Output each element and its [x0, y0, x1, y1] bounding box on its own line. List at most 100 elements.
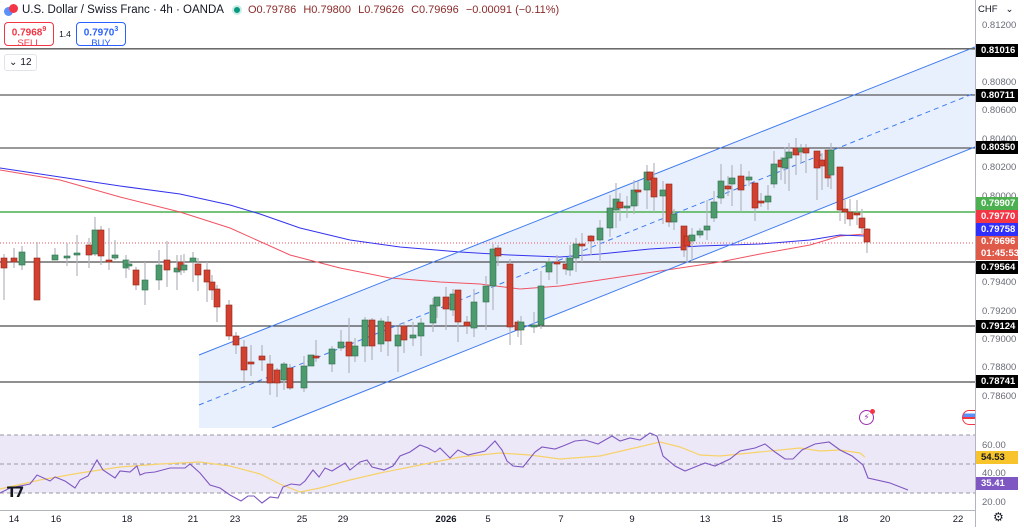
rsi-tick: 60.00 [982, 440, 1006, 451]
channel-middle-line [198, 92, 975, 406]
candle-down [345, 341, 353, 357]
candle-down [286, 367, 294, 389]
symbol-title[interactable]: U.S. Dollar / Swiss Franc · 4h · OANDA [22, 4, 224, 16]
economic-event-lightning-icon[interactable]: ⚡ [859, 409, 875, 425]
candle-up [307, 354, 315, 367]
candle-up [125, 263, 133, 267]
candle-down [312, 355, 320, 359]
candle-down [194, 263, 202, 276]
indicators-toggle-button[interactable]: ⌄ 12 [4, 54, 37, 71]
sell-button[interactable]: 0.79689 SELL [4, 22, 54, 49]
price-label-last-price: 0.79696 01:45:53 [976, 236, 1019, 260]
time-label: 15 [771, 514, 783, 525]
currency-label: CHF [978, 4, 998, 15]
candle-up [337, 341, 345, 349]
candle-up [155, 264, 163, 281]
candle-up [63, 255, 71, 259]
candle-up [764, 195, 772, 203]
candle-up [728, 177, 736, 185]
candle-up [572, 243, 580, 259]
sell-price: 0.7968 [11, 27, 43, 39]
candle-up [300, 365, 308, 389]
buy-price: 0.7970 [83, 27, 115, 39]
price-chart-pane[interactable] [0, 0, 975, 428]
candle-up [51, 254, 59, 261]
rsi-tick: 40.00 [982, 468, 1006, 479]
candle-up [545, 261, 553, 273]
ohlc-values: O0.79786 H0.79800 L0.79626 C0.79696 −0.0… [248, 4, 563, 16]
price-tick: 0.80200 [982, 162, 1017, 173]
candle-up [670, 213, 678, 223]
currency-selector[interactable]: CHF ⌄ [978, 4, 1014, 15]
candle-down [650, 177, 658, 198]
candle-up [18, 251, 26, 266]
candle-down [240, 346, 248, 371]
time-label: 13 [699, 514, 711, 525]
high-value: H0.79800 [303, 4, 352, 16]
candle-up [537, 285, 545, 326]
candle-up [482, 285, 490, 303]
price-tick: 0.80600 [982, 105, 1017, 116]
channel-lower-line [271, 146, 975, 428]
candle-up [517, 321, 525, 331]
candle-down [494, 247, 502, 257]
buy-button[interactable]: 0.79703 BUY [76, 22, 126, 49]
candle-up [696, 230, 704, 236]
usd-chf-flag-icon [4, 4, 18, 16]
price-tick: 0.78600 [982, 391, 1017, 402]
candle-down [258, 355, 266, 361]
time-axis[interactable] [0, 510, 975, 528]
candle-down [400, 325, 408, 341]
time-label: 25 [296, 514, 308, 525]
candle-down [813, 150, 821, 169]
candle-up [361, 319, 369, 347]
candle-up [688, 234, 696, 242]
candle-down [616, 201, 624, 209]
chevron-down-icon: ⌄ [9, 57, 18, 68]
candle-down [213, 288, 221, 308]
candle-down [97, 229, 105, 257]
candle-down [203, 269, 211, 283]
candle-up [717, 180, 725, 199]
candle-up [417, 322, 425, 337]
price-label-ma-blue: 0.79758 [976, 223, 1018, 236]
candle-down [442, 296, 450, 310]
candle-down [33, 257, 41, 301]
buy-price-pip: 3 [114, 26, 119, 33]
candle-up [429, 304, 437, 324]
price-label-ma-red: 0.79770 [976, 210, 1018, 223]
rsi-line [0, 432, 909, 504]
candle-down [163, 259, 171, 271]
candle-up [606, 207, 614, 229]
price-tick: 0.80000 [982, 191, 1016, 202]
us-event-flag-icon[interactable] [962, 410, 976, 425]
time-label: 14 [8, 514, 20, 525]
rsi-label-rsi: 35.41 [976, 477, 1018, 490]
candle-up [394, 334, 402, 347]
candle-up [659, 189, 667, 197]
candle-down [634, 189, 642, 193]
time-label: 18 [837, 514, 849, 525]
change-value: −0.00091 (−0.11%) [465, 4, 560, 16]
candle-down [247, 361, 255, 365]
candle-down [454, 289, 462, 323]
candle-down [853, 212, 861, 216]
rsi-pane[interactable] [0, 428, 975, 510]
candle-down [841, 208, 849, 213]
candle-down [0, 257, 8, 269]
candle-down [737, 175, 745, 191]
tradingview-logo-icon[interactable]: T7 [7, 485, 24, 501]
candle-up [180, 264, 188, 271]
settings-gear-icon[interactable]: ⚙ [993, 510, 1004, 524]
candle-down [266, 363, 274, 384]
candle-up [351, 345, 359, 357]
candle-down [368, 319, 376, 347]
candle-up [623, 205, 631, 209]
candle-down [724, 185, 732, 190]
rsi-tick: 20.00 [982, 497, 1006, 508]
time-label: 16 [50, 514, 62, 525]
candle-up [710, 201, 718, 219]
candle-down [863, 228, 871, 243]
low-value: L0.79626 [358, 4, 404, 16]
candle-up [703, 225, 711, 231]
